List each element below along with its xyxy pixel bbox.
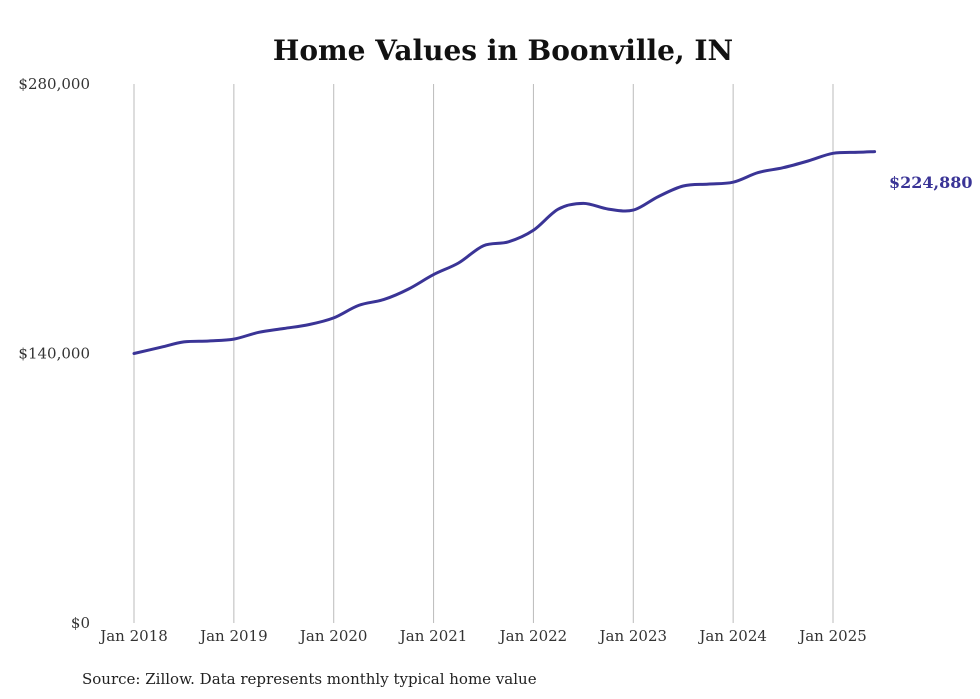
gridlines (133, 84, 834, 623)
y-axis-ticks: $0 $140,000 $280,000 (18, 75, 90, 632)
y-tick-label: $140,000 (18, 345, 90, 363)
series-layer (132, 150, 877, 355)
y-tick-label: $0 (71, 614, 90, 632)
y-tick-label: $280,000 (18, 75, 90, 93)
home-value-line (132, 150, 877, 355)
x-tick-label: Jan 2025 (797, 627, 867, 645)
x-tick-label: Jan 2024 (697, 627, 767, 645)
x-tick-label: Jan 2022 (498, 627, 568, 645)
source-note: Source: Zillow. Data represents monthly … (82, 670, 537, 688)
x-tick-label: Jan 2020 (298, 627, 368, 645)
last-value-label: $224,880 (889, 173, 973, 192)
x-tick-label: Jan 2019 (198, 627, 268, 645)
x-tick-label: Jan 2023 (598, 627, 668, 645)
x-tick-label: Jan 2018 (98, 627, 168, 645)
chart-title: Home Values in Boonville, IN (273, 34, 733, 67)
x-tick-label: Jan 2021 (398, 627, 468, 645)
x-axis-ticks: Jan 2018 Jan 2019 Jan 2020 Jan 2021 Jan 2022… (98, 627, 867, 645)
